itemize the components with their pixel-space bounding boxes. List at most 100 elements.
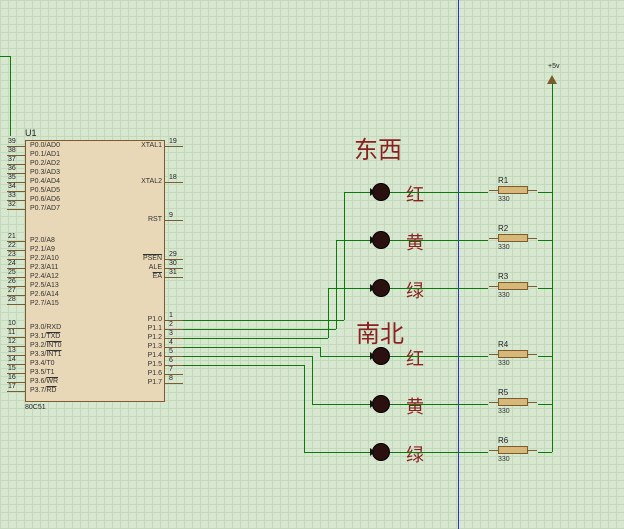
pin-label: P3.6/WR bbox=[30, 378, 58, 385]
led bbox=[372, 443, 390, 461]
pin bbox=[165, 220, 183, 221]
pin-label: P1.4 bbox=[148, 352, 162, 359]
pin bbox=[165, 374, 183, 375]
net-wire bbox=[320, 356, 372, 357]
pin-num: 4 bbox=[169, 339, 173, 346]
pin-num: 10 bbox=[8, 320, 16, 327]
pin-num: 15 bbox=[8, 365, 16, 372]
pin-label: P0.6/AD6 bbox=[30, 196, 60, 203]
chip-part: 80C51 bbox=[25, 404, 46, 411]
net-wire bbox=[328, 288, 372, 289]
net-wire bbox=[336, 240, 337, 329]
res-ref: R4 bbox=[498, 340, 508, 349]
net-wire bbox=[390, 288, 488, 289]
pin-num: 26 bbox=[8, 278, 16, 285]
res-val: 330 bbox=[498, 360, 510, 367]
net-wire bbox=[183, 347, 320, 348]
pin-label: P2.3/A11 bbox=[30, 264, 58, 271]
pin-label: P3.7/RD bbox=[30, 387, 56, 394]
pin-num: 25 bbox=[8, 269, 16, 276]
pin-num: 24 bbox=[8, 260, 16, 267]
pin bbox=[165, 347, 183, 348]
pin bbox=[165, 146, 183, 147]
pin-num: 16 bbox=[8, 374, 16, 381]
led-label: 红 bbox=[406, 345, 424, 371]
pin-label: P0.2/AD2 bbox=[30, 160, 60, 167]
res-val: 330 bbox=[498, 456, 510, 463]
led bbox=[372, 395, 390, 413]
pin-label: P1.6 bbox=[148, 370, 162, 377]
vcc-label: +5v bbox=[548, 63, 559, 70]
pin-label: P3.4/T0 bbox=[30, 360, 55, 367]
pin-num: 3 bbox=[169, 330, 173, 337]
pin-label: EA bbox=[153, 273, 162, 280]
res-ref: R1 bbox=[498, 176, 508, 185]
net-wire bbox=[328, 288, 329, 338]
net-wire bbox=[304, 452, 372, 453]
net-wire bbox=[538, 240, 552, 241]
resistor bbox=[498, 398, 528, 406]
pin-label: P2.6/A14 bbox=[30, 291, 59, 298]
net-wire bbox=[538, 356, 552, 357]
pin bbox=[165, 320, 183, 321]
net-wire bbox=[344, 192, 372, 193]
led bbox=[372, 231, 390, 249]
pin-label: P1.1 bbox=[148, 325, 162, 332]
net-wire bbox=[538, 192, 552, 193]
res-val: 330 bbox=[498, 196, 510, 203]
pin-num: 7 bbox=[169, 366, 173, 373]
led-label: 绿 bbox=[406, 441, 424, 467]
led-label: 绿 bbox=[406, 277, 424, 303]
pin-num: 2 bbox=[169, 321, 173, 328]
res-val: 330 bbox=[498, 292, 510, 299]
net-wire bbox=[390, 404, 488, 405]
net-wire bbox=[183, 338, 328, 339]
pin bbox=[165, 383, 183, 384]
pin-label: P1.0 bbox=[148, 316, 162, 323]
stub-wire bbox=[10, 56, 11, 136]
group-ns: 南北 bbox=[356, 314, 404, 349]
led-label: 红 bbox=[406, 181, 424, 207]
pin-num: 34 bbox=[8, 183, 16, 190]
pin bbox=[165, 338, 183, 339]
pin-num: 12 bbox=[8, 338, 16, 345]
pin-num: 22 bbox=[8, 242, 16, 249]
net-wire bbox=[538, 288, 552, 289]
res-val: 330 bbox=[498, 244, 510, 251]
led bbox=[372, 347, 390, 365]
pin-label: P0.4/AD4 bbox=[30, 178, 60, 185]
pin-label: P0.0/AD0 bbox=[30, 142, 60, 149]
net-wire bbox=[183, 356, 312, 357]
net-wire bbox=[344, 192, 345, 320]
pin-num: 5 bbox=[169, 348, 173, 355]
pin-label: P3.5/T1 bbox=[30, 369, 55, 376]
pin-num: 30 bbox=[169, 260, 177, 267]
pin bbox=[165, 356, 183, 357]
pin-label: P0.5/AD5 bbox=[30, 187, 60, 194]
net-wire bbox=[183, 320, 344, 321]
pin-num: 8 bbox=[169, 375, 173, 382]
pin-label: P0.7/AD7 bbox=[30, 205, 60, 212]
pin-num: 33 bbox=[8, 192, 16, 199]
net-wire bbox=[183, 329, 336, 330]
net-wire bbox=[390, 192, 488, 193]
net-wire bbox=[538, 404, 552, 405]
pin-num: 36 bbox=[8, 165, 16, 172]
pin-num: 28 bbox=[8, 296, 16, 303]
pin bbox=[7, 304, 25, 305]
net-wire bbox=[390, 452, 488, 453]
resistor bbox=[498, 446, 528, 454]
pin-num: 1 bbox=[169, 312, 173, 319]
pin-label: P2.4/A12 bbox=[30, 273, 59, 280]
resistor bbox=[498, 186, 528, 194]
pin-num: 31 bbox=[169, 269, 177, 276]
pin-label: P2.1/A9 bbox=[30, 246, 55, 253]
pin-label: P2.7/A15 bbox=[30, 300, 59, 307]
pin-num: 9 bbox=[169, 212, 173, 219]
pin-num: 29 bbox=[169, 251, 177, 258]
res-ref: R6 bbox=[498, 436, 508, 445]
net-wire bbox=[183, 365, 304, 366]
pin-num: 35 bbox=[8, 174, 16, 181]
pin-num: 13 bbox=[8, 347, 16, 354]
net-wire bbox=[336, 240, 372, 241]
